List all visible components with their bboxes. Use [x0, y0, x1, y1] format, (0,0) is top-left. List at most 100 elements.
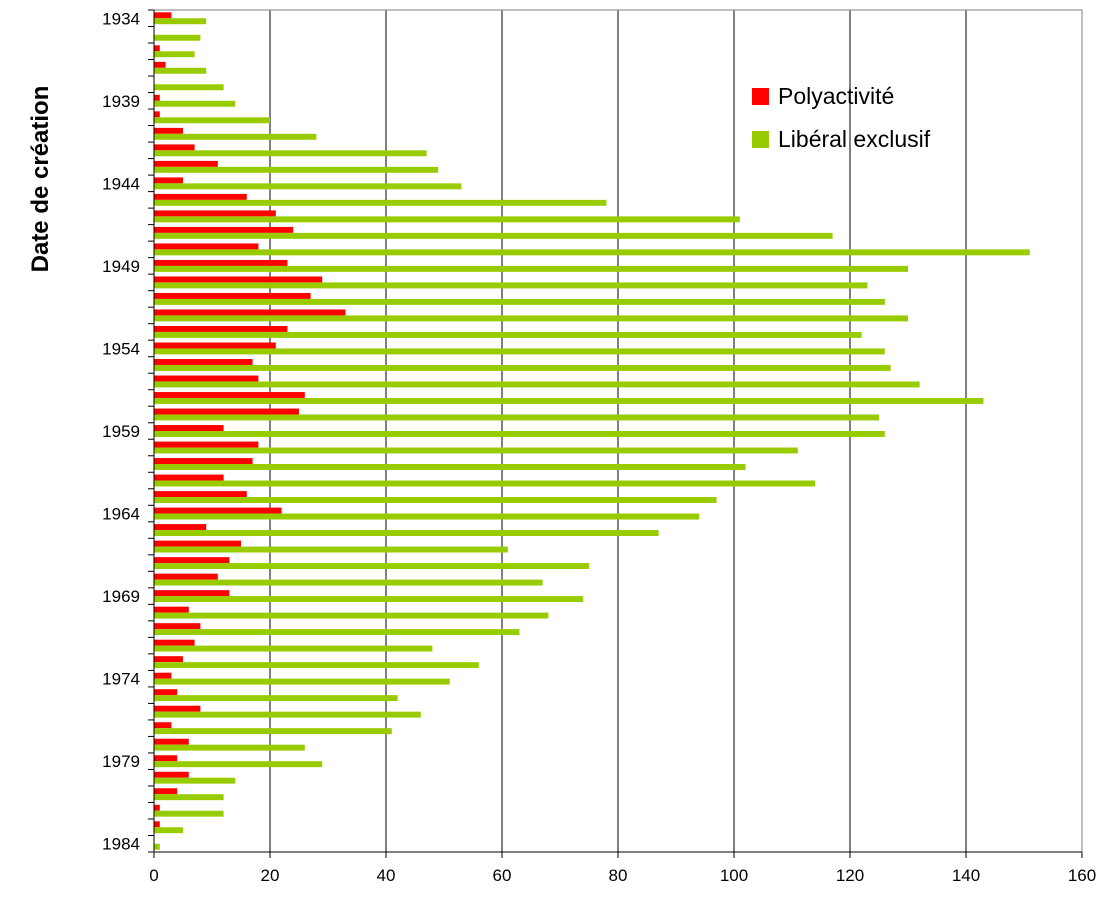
bar-liberal-exclusif-1984: [154, 843, 160, 850]
bar-polyactivite-1966: [154, 540, 241, 547]
bar-liberal-exclusif-1935: [154, 34, 201, 41]
y-tick-label: 1944: [102, 174, 140, 193]
legend-label-polyactivite: Polyactivité: [778, 83, 894, 109]
legend-swatch-polyactivite: [752, 88, 769, 105]
y-tick-label: 1954: [102, 339, 140, 358]
bar-liberal-exclusif-1953: [154, 331, 862, 338]
axes: [148, 9, 1083, 858]
bar-polyactivite-1950: [154, 276, 323, 283]
bar-polyactivite-1949: [154, 259, 288, 266]
x-tick-label: 160: [1068, 866, 1096, 885]
bar-liberal-exclusif-1949: [154, 265, 908, 272]
bar-polyactivite-1955: [154, 359, 253, 365]
bar-polyactivite-1947: [154, 226, 294, 233]
bar-liberal-exclusif-1967: [154, 563, 589, 570]
bar-polyactivite-1937: [154, 61, 166, 68]
bar-polyactivite-1979: [154, 755, 178, 762]
bar-liberal-exclusif-1981: [154, 794, 224, 801]
bar-liberal-exclusif-1937: [154, 67, 207, 74]
bar-polyactivite-1970: [154, 606, 189, 613]
bar-polyactivite-1956: [154, 375, 259, 382]
y-tick-label: 1979: [102, 752, 140, 771]
bar-liberal-exclusif-1944: [154, 183, 462, 190]
bar-liberal-exclusif-1978: [154, 744, 305, 751]
bar-liberal-exclusif-1983: [154, 827, 183, 834]
y-tick-label: 1939: [102, 92, 140, 111]
bar-liberal-exclusif-1939: [154, 100, 236, 107]
bar-liberal-exclusif-1957: [154, 397, 984, 404]
bar-polyactivite-1981: [154, 788, 178, 795]
legend-swatch-liberal-exclusif: [752, 131, 769, 148]
x-tick-label: 140: [952, 866, 980, 885]
bar-liberal-exclusif-1971: [154, 629, 520, 636]
bar-liberal-exclusif-1958: [154, 414, 879, 421]
x-tick-label: 60: [493, 866, 512, 885]
x-tick-label: 120: [836, 866, 864, 885]
bar-liberal-exclusif-1974: [154, 678, 450, 685]
bar-liberal-exclusif-1956: [154, 381, 920, 388]
x-tick-label: 0: [149, 866, 158, 885]
bar-polyactivite-1962: [154, 474, 224, 481]
bar-polyactivite-1960: [154, 441, 259, 448]
bar-liberal-exclusif-1969: [154, 596, 584, 603]
y-tick-label: 1974: [102, 670, 140, 689]
bar-liberal-exclusif-1954: [154, 348, 885, 355]
bar-liberal-exclusif-1948: [154, 249, 1030, 256]
bar-polyactivite-1963: [154, 491, 247, 498]
bar-polyactivite-1953: [154, 325, 288, 332]
bar-liberal-exclusif-1945: [154, 199, 607, 206]
y-tick-label: 1959: [102, 422, 140, 441]
y-tick-label: 1934: [102, 9, 140, 28]
bar-liberal-exclusif-1976: [154, 711, 421, 718]
bar-liberal-exclusif-1965: [154, 530, 659, 537]
x-tick-label: 40: [377, 866, 396, 885]
bar-polyactivite-1972: [154, 639, 195, 646]
bar-liberal-exclusif-1934: [154, 18, 207, 25]
bar-polyactivite-1945: [154, 193, 247, 200]
bar-polyactivite-1976: [154, 705, 201, 712]
bar-liberal-exclusif-1946: [154, 216, 740, 223]
bar-polyactivite-1964: [154, 507, 282, 514]
bar-liberal-exclusif-1962: [154, 480, 816, 487]
bar-liberal-exclusif-1966: [154, 546, 508, 553]
bar-liberal-exclusif-1968: [154, 579, 543, 586]
y-tick-label: 1964: [102, 505, 140, 524]
bar-polyactivite-1959: [154, 425, 224, 431]
bar-polyactivite-1940: [154, 111, 160, 118]
bar-liberal-exclusif-1975: [154, 695, 398, 702]
y-tick-label: 1969: [102, 587, 140, 606]
bar-liberal-exclusif-1979: [154, 761, 323, 768]
bar-polyactivite-1954: [154, 342, 276, 349]
bar-polyactivite-1967: [154, 557, 230, 564]
bar-polyactivite-1975: [154, 689, 178, 696]
bar-liberal-exclusif-1941: [154, 133, 317, 140]
bar-polyactivite-1973: [154, 656, 183, 663]
bar-polyactivite-1939: [154, 94, 160, 101]
bar-polyactivite-1943: [154, 160, 218, 167]
bar-liberal-exclusif-1952: [154, 315, 908, 322]
bar-polyactivite-1942: [154, 144, 195, 151]
bar-liberal-exclusif-1947: [154, 232, 833, 239]
y-tick-label: 1984: [102, 835, 140, 854]
bar-polyactivite-1965: [154, 524, 207, 531]
bar-liberal-exclusif-1963: [154, 497, 717, 503]
bar-liberal-exclusif-1960: [154, 447, 798, 454]
bar-liberal-exclusif-1942: [154, 150, 427, 157]
bar-polyactivite-1978: [154, 738, 189, 745]
y-axis-title: Date de création: [27, 86, 54, 273]
tick-labels: 0 20 40 60 80 100 120 140 160 1934 1939 1944 1949 195…: [102, 9, 1096, 885]
bar-polyactivite-1934: [154, 12, 172, 19]
bars: [154, 12, 1030, 850]
bar-liberal-exclusif-1938: [154, 84, 224, 91]
bar-polyactivite-1951: [154, 292, 311, 299]
bar-polyactivite-1946: [154, 210, 276, 217]
bar-liberal-exclusif-1943: [154, 166, 439, 173]
x-tick-label: 80: [609, 866, 628, 885]
bar-polyactivite-1957: [154, 392, 305, 398]
bar-polyactivite-1948: [154, 243, 259, 250]
bar-liberal-exclusif-1964: [154, 513, 700, 520]
bar-liberal-exclusif-1955: [154, 364, 891, 371]
bar-polyactivite-1958: [154, 408, 299, 415]
